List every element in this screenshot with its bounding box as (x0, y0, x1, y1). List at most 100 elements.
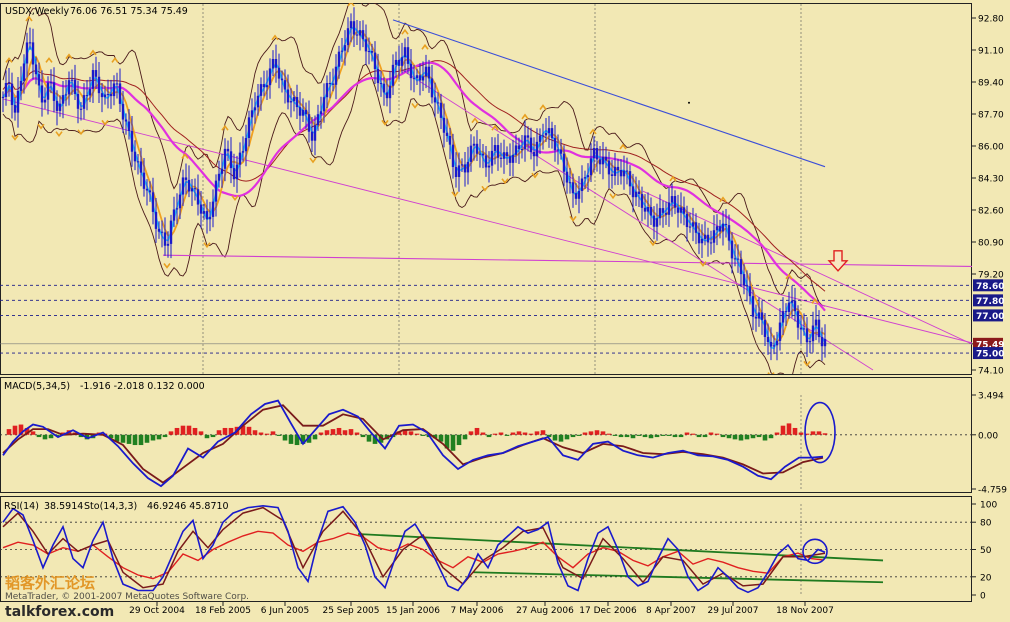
candle-body (4, 82, 8, 98)
macd-histogram-bar (210, 434, 216, 438)
candle-body (166, 243, 170, 246)
candle-body (658, 208, 662, 219)
candle-body (442, 117, 446, 133)
candle-body (517, 145, 521, 150)
candle-body (412, 78, 416, 80)
price-axis-label: 87.70 (978, 111, 1004, 121)
candle-body (226, 148, 230, 152)
candle-body (40, 85, 44, 103)
channel-magenta-line-2 (402, 70, 874, 371)
candle-body (439, 102, 443, 118)
candle-body (748, 286, 752, 297)
candle-body (244, 138, 248, 152)
candle-body (193, 188, 197, 190)
candle-body (151, 192, 155, 212)
oscillator-axis-label: 50 (980, 546, 992, 556)
candle-body (655, 218, 659, 227)
candle-body (469, 145, 473, 162)
candle-body (139, 161, 143, 173)
macd-histogram-bar (786, 423, 792, 435)
rsi-title: RSI(14) (4, 501, 39, 512)
candle-body (388, 85, 392, 99)
candle-body (454, 167, 458, 177)
candle-body (607, 160, 611, 175)
fractal-up-marker (25, 15, 33, 22)
macd-histogram-bar (510, 432, 516, 435)
macd-histogram-bar (498, 432, 504, 435)
macd-histogram-bar (612, 434, 618, 436)
fractal-up-marker (347, 3, 355, 7)
candle-body (307, 114, 311, 132)
macd-histogram-bar (300, 434, 306, 444)
candle-body (523, 135, 527, 150)
candle-body (661, 208, 665, 213)
candle-body (646, 207, 650, 212)
rsi-line (2, 530, 824, 580)
bollinger-upper-band (2, 3, 826, 307)
candle-body (241, 151, 245, 153)
macd-histogram-bar (516, 431, 522, 435)
candle-body (571, 182, 575, 194)
macd-histogram-bar (738, 434, 744, 441)
time-axis-label: 29 Oct 2004 (129, 606, 185, 616)
candle-body (664, 212, 668, 215)
fractal-up-marker (421, 43, 429, 50)
red-down-arrow-annotation (827, 250, 849, 272)
candle-body (202, 211, 206, 214)
time-axis: 29 Oct 2004 18 Feb 2005 6 Jun 2005 25 Sep 2… (129, 602, 834, 616)
macd-histogram-bar (756, 434, 762, 438)
candle-body (1, 97, 5, 99)
candle-body (520, 149, 524, 151)
candle-body (484, 155, 488, 168)
macd-histogram-bar (594, 430, 600, 435)
candle-body (448, 135, 452, 145)
candle-body (190, 188, 194, 192)
price-tag-box (973, 279, 1003, 292)
candle-body (43, 99, 47, 103)
candle-body (547, 128, 551, 134)
candle-body (529, 137, 533, 152)
macd-histogram-bar (570, 434, 576, 438)
macd-histogram-bar (552, 434, 558, 441)
candle-body (535, 141, 539, 157)
candle-body (358, 30, 362, 36)
candle-body (403, 47, 407, 58)
support-magenta-line (162, 254, 972, 267)
macd-histogram-bar (648, 434, 654, 439)
candle-body (700, 238, 704, 244)
candle-body (790, 300, 794, 303)
candle-body (430, 78, 434, 98)
bollinger-lower-band (2, 63, 826, 374)
price-panel-title: USDX,Weekly (5, 6, 69, 17)
macd-histogram-bar (180, 425, 186, 435)
green-support-trendline (472, 571, 884, 584)
fractal-down-marker (609, 193, 617, 200)
macd-histogram-bar (438, 434, 444, 442)
candle-body (580, 178, 584, 192)
candle-body (613, 166, 617, 176)
time-axis-label: 17 Dec 2006 (579, 606, 637, 616)
macd-histogram-bar (138, 434, 144, 446)
fractal-down-marker (309, 157, 317, 164)
price-tag-box (973, 337, 1003, 350)
macd-annotation-circle (804, 401, 836, 464)
candle-body (721, 223, 725, 232)
candle-body (157, 228, 161, 232)
channel-magenta-line-3 (642, 190, 972, 345)
candle-body (556, 149, 560, 151)
candle-body (181, 177, 185, 195)
candle-body (589, 158, 593, 176)
candle-body (670, 196, 674, 203)
macd-histogram-bar (456, 434, 462, 446)
candle-body (169, 220, 173, 244)
candle-body (274, 58, 278, 68)
candle-body (697, 232, 701, 244)
macd-histogram-bar (216, 430, 222, 435)
time-axis-label: 18 Nov 2007 (776, 606, 834, 616)
candle-body (136, 161, 140, 163)
candle-body (817, 319, 821, 338)
channel-magenta-line (2, 98, 972, 344)
candle-body (205, 211, 209, 220)
candle-body (685, 213, 689, 228)
macd-histogram-bar (222, 427, 228, 435)
